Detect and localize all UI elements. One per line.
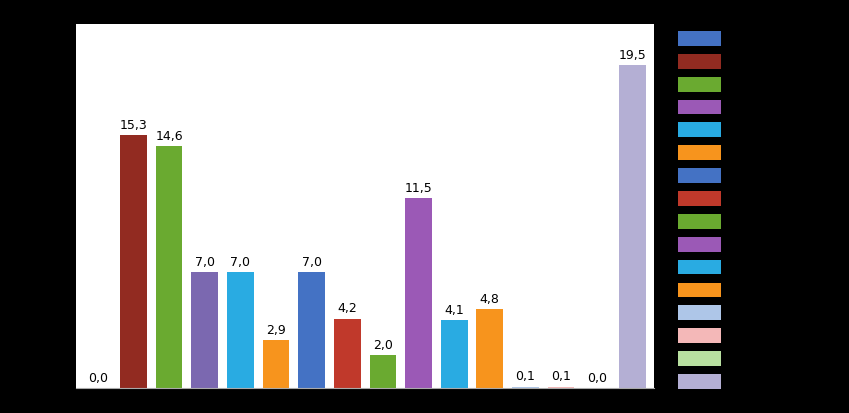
- FancyBboxPatch shape: [678, 100, 721, 115]
- FancyBboxPatch shape: [678, 192, 721, 206]
- Text: 7,0: 7,0: [230, 256, 250, 268]
- FancyBboxPatch shape: [678, 260, 721, 275]
- Text: 2,9: 2,9: [266, 323, 286, 336]
- FancyBboxPatch shape: [678, 237, 721, 252]
- Bar: [155, 147, 183, 388]
- FancyBboxPatch shape: [678, 146, 721, 161]
- Bar: [405, 198, 432, 388]
- Text: 14,6: 14,6: [155, 130, 183, 143]
- FancyBboxPatch shape: [678, 123, 721, 138]
- FancyBboxPatch shape: [678, 214, 721, 229]
- Text: 0,1: 0,1: [515, 370, 536, 382]
- FancyBboxPatch shape: [678, 351, 721, 366]
- Bar: [619, 66, 646, 388]
- Bar: [227, 273, 254, 388]
- FancyBboxPatch shape: [678, 32, 721, 47]
- Bar: [334, 319, 361, 388]
- Text: 19,5: 19,5: [618, 49, 646, 62]
- FancyBboxPatch shape: [678, 169, 721, 183]
- Text: 0,1: 0,1: [551, 370, 571, 382]
- Bar: [369, 355, 396, 388]
- Bar: [548, 387, 575, 388]
- Bar: [120, 135, 147, 388]
- Text: 2,0: 2,0: [373, 338, 393, 351]
- Text: 7,0: 7,0: [301, 256, 322, 268]
- FancyBboxPatch shape: [678, 374, 721, 389]
- Text: 11,5: 11,5: [405, 181, 432, 194]
- Bar: [441, 320, 468, 388]
- Text: 4,2: 4,2: [337, 302, 357, 315]
- FancyBboxPatch shape: [678, 306, 721, 320]
- FancyBboxPatch shape: [678, 78, 721, 93]
- Bar: [298, 273, 325, 388]
- Text: 0,0: 0,0: [587, 371, 607, 384]
- Bar: [512, 387, 539, 388]
- Text: 4,1: 4,1: [444, 304, 464, 316]
- FancyBboxPatch shape: [678, 283, 721, 298]
- Bar: [191, 273, 218, 388]
- FancyBboxPatch shape: [678, 55, 721, 69]
- Text: 0,0: 0,0: [87, 371, 108, 384]
- Text: 7,0: 7,0: [194, 256, 215, 268]
- Bar: [476, 309, 503, 388]
- Text: 4,8: 4,8: [480, 292, 500, 305]
- Bar: [262, 340, 290, 388]
- Text: 15,3: 15,3: [120, 119, 148, 131]
- FancyBboxPatch shape: [678, 328, 721, 343]
